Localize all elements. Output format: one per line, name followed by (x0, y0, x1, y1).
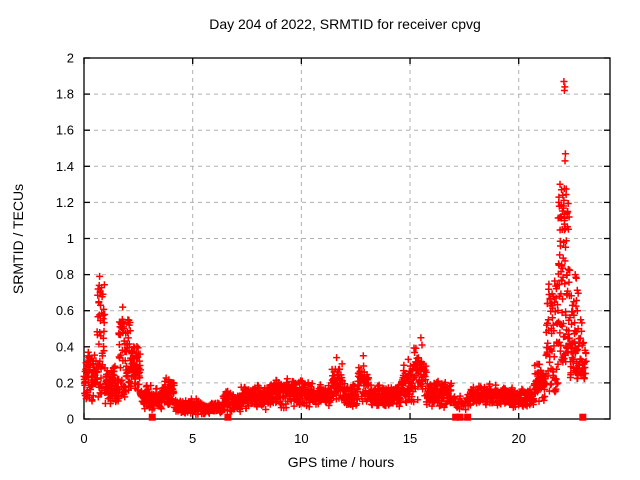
zero-flag-square (452, 413, 460, 421)
y-tick-label: 0.6 (56, 303, 74, 318)
x-tick-label: 5 (189, 431, 196, 446)
chart-title: Day 204 of 2022, SRMTID for receiver cpv… (209, 16, 481, 32)
y-axis-label: SRMTID / TECUs (10, 184, 26, 294)
zero-flag-square (579, 413, 587, 421)
y-tick-label: 1.8 (56, 87, 74, 102)
data-points-plus (80, 78, 590, 418)
y-tick-label: 1.6 (56, 123, 74, 138)
y-tick-label: 0.2 (56, 375, 74, 390)
zero-flag-square (456, 413, 464, 421)
y-tick-label: 0.8 (56, 267, 74, 282)
axis-layer: 0 5 10 15 20 0 0.2 0.4 0.6 0.8 1 1.2 1.4 1.6 1.8 2 (56, 51, 611, 446)
grid-layer (86, 59, 608, 418)
y-tick-label: 0.4 (56, 339, 74, 354)
zero-flag-square (224, 413, 232, 421)
x-axis-label: GPS time / hours (288, 454, 395, 470)
data-layer (80, 78, 590, 421)
x-tick-label: 20 (511, 431, 525, 446)
x-tick-label: 10 (294, 431, 308, 446)
y-tick-label: 1 (67, 231, 74, 246)
y-tick-label: 2 (67, 51, 74, 66)
y-tick-label: 1.2 (56, 195, 74, 210)
zero-flag-square (148, 413, 156, 421)
plot-border (83, 57, 611, 420)
x-tick-label: 15 (403, 431, 417, 446)
x-tick-label: 0 (80, 431, 87, 446)
y-tick-label: 1.4 (56, 159, 74, 174)
zero-flag-square (464, 413, 472, 421)
y-tick-label: 0 (67, 412, 74, 427)
